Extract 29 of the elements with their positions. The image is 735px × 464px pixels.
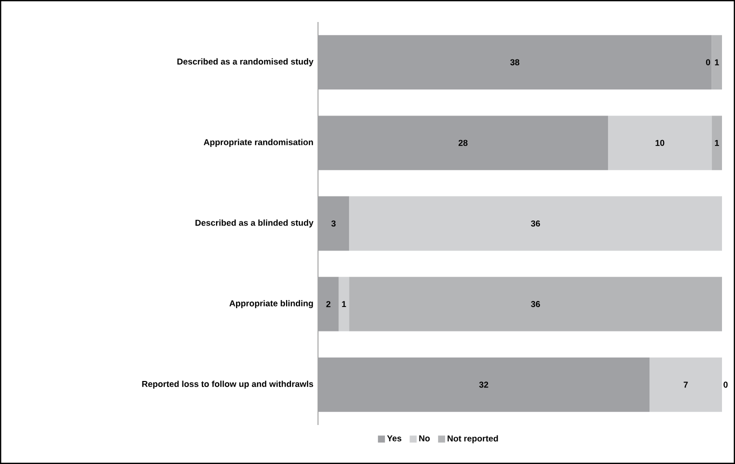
data-label: 28 xyxy=(458,140,468,146)
bar xyxy=(349,196,722,251)
y-tick-label: Appropriate blinding xyxy=(229,300,313,308)
bar xyxy=(712,116,722,170)
data-label: 32 xyxy=(479,382,488,388)
y-tick-label: Described as a randomised study xyxy=(177,58,314,66)
bar xyxy=(608,116,712,170)
data-label: 3 xyxy=(331,220,336,227)
data-label: 1 xyxy=(714,59,719,66)
data-label: 7 xyxy=(684,382,688,388)
data-label: 38 xyxy=(510,59,520,66)
legend-label: No xyxy=(419,435,430,442)
legend-label: Yes xyxy=(387,435,402,442)
data-label: 36 xyxy=(530,220,540,227)
y-tick-label: Reported loss to follow up and withdrawls xyxy=(142,380,314,389)
data-label: 2 xyxy=(326,301,330,308)
bar xyxy=(712,35,722,90)
legend-label: Not reported xyxy=(448,435,498,444)
data-label: 10 xyxy=(656,140,664,146)
y-tick-label: Described as a blinded study xyxy=(196,220,314,228)
data-label: 0 xyxy=(724,382,728,388)
data-label: 0 xyxy=(706,59,710,66)
data-label: 1 xyxy=(342,301,346,308)
bar xyxy=(338,276,350,332)
bar xyxy=(649,357,722,412)
data-label: 1 xyxy=(714,140,719,146)
data-label: 36 xyxy=(530,301,540,308)
y-tick-label: Appropriate randomisation xyxy=(204,138,313,147)
bar xyxy=(349,276,722,332)
